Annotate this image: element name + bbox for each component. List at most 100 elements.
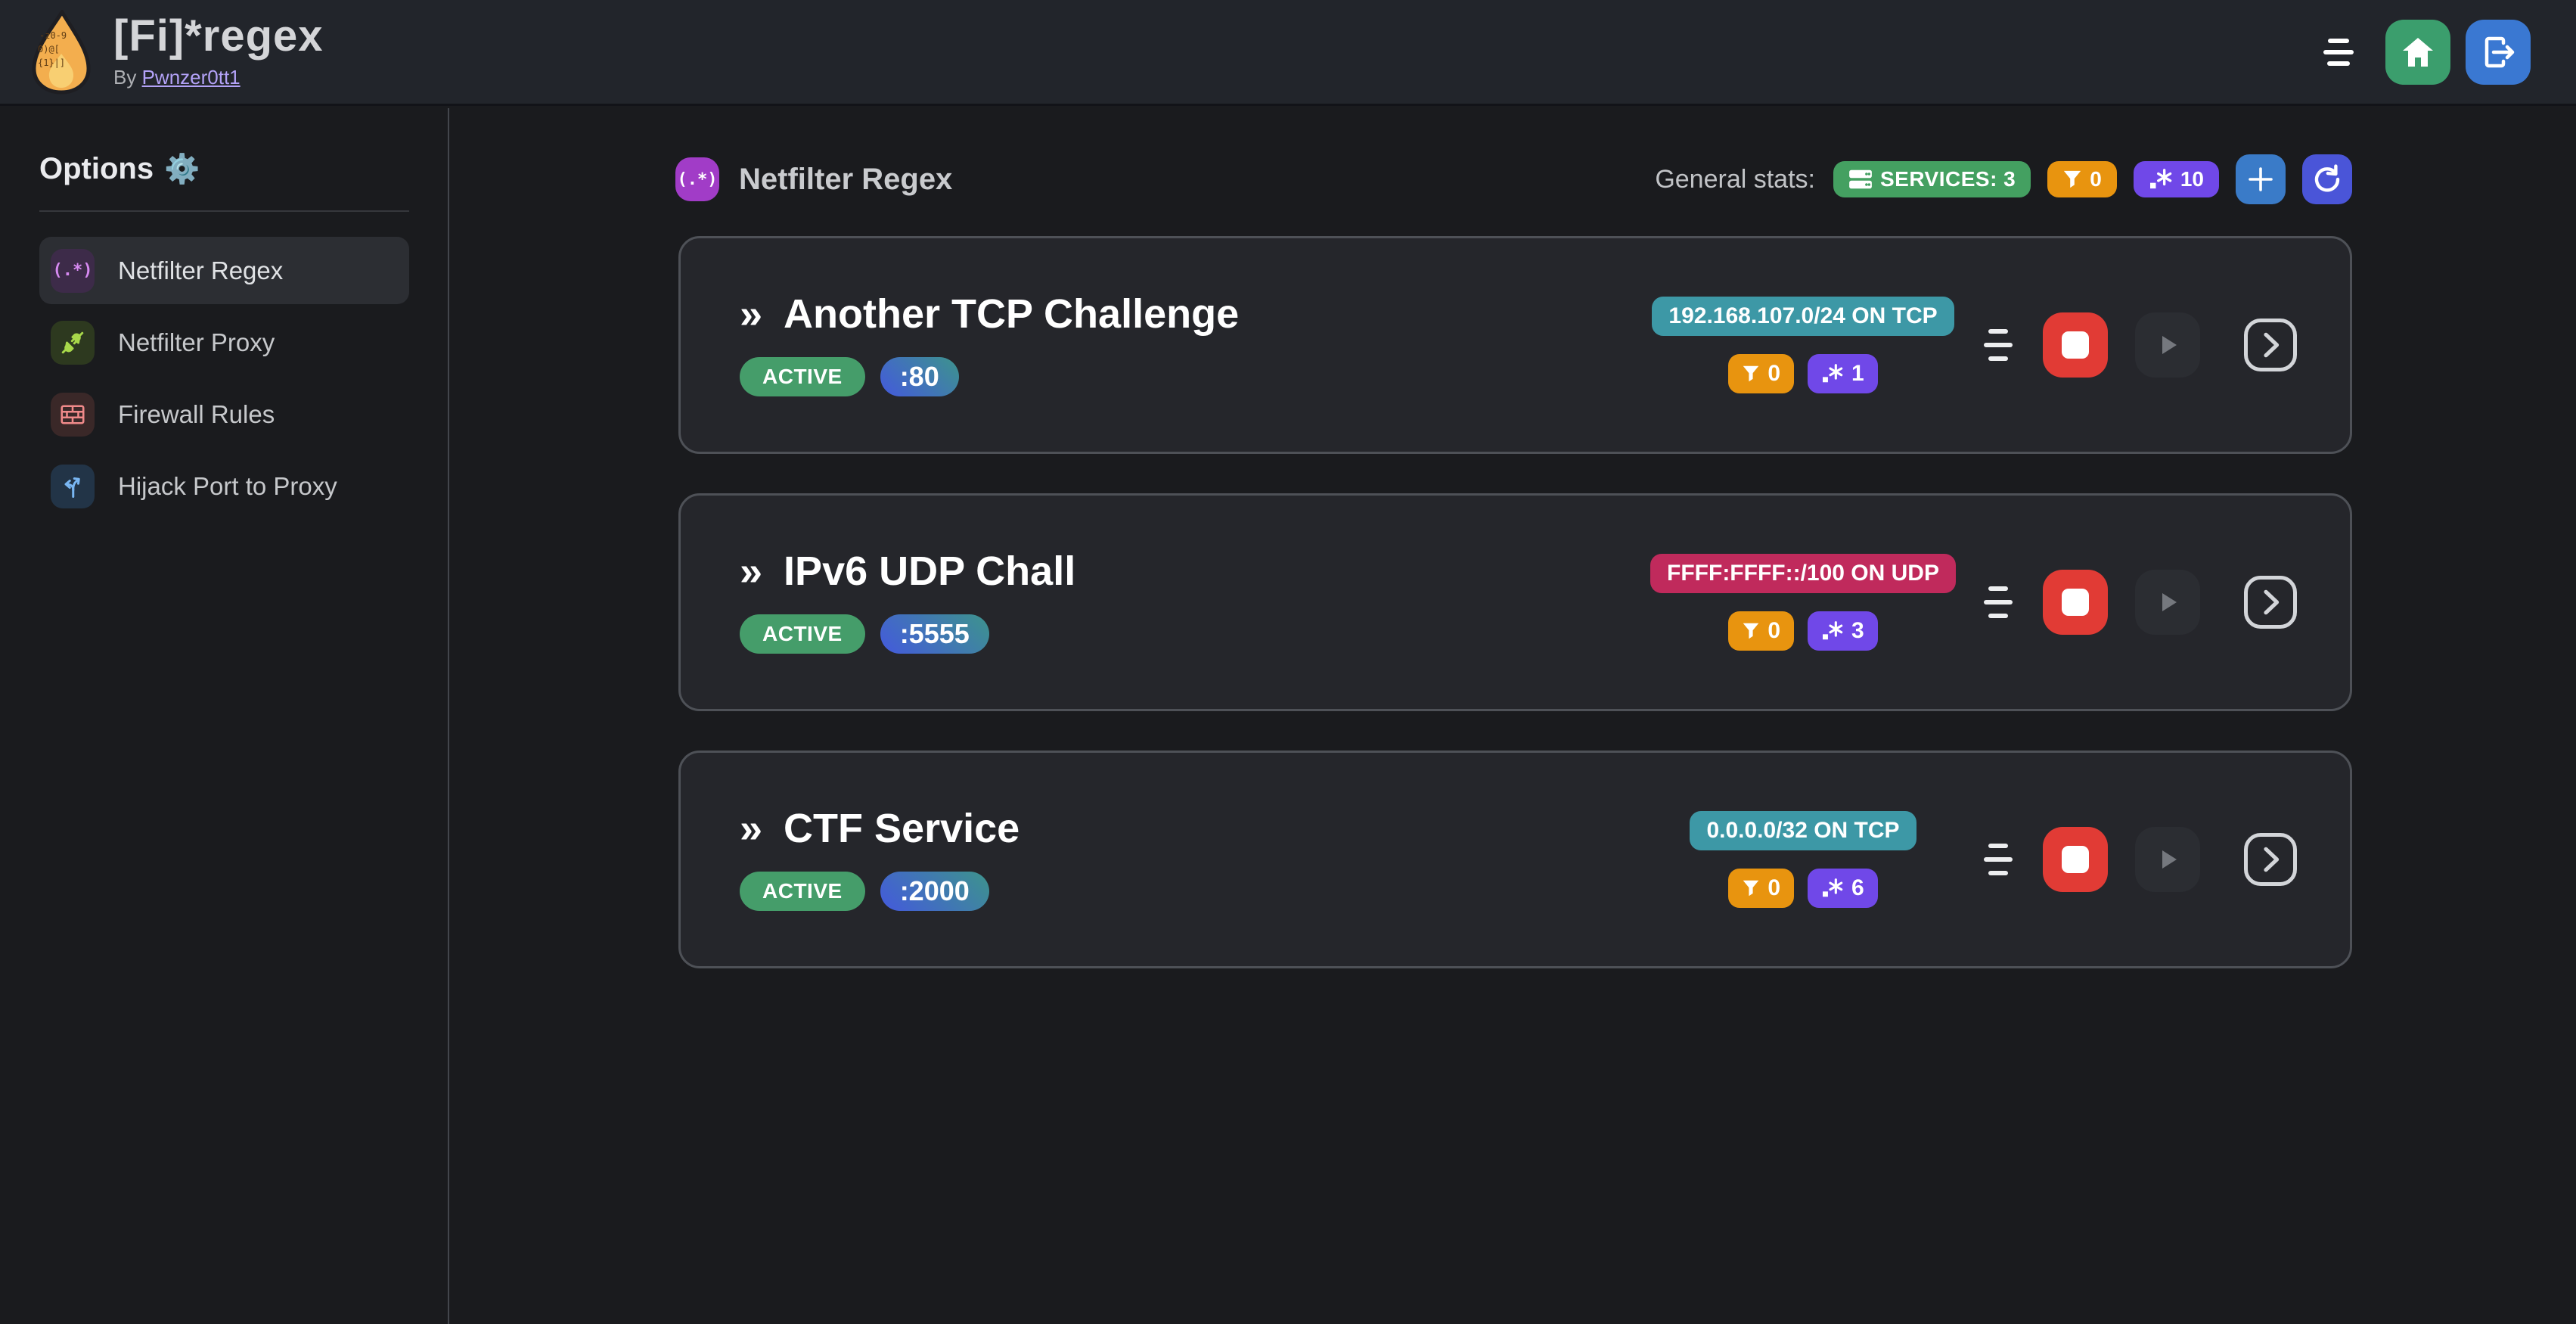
stop-icon <box>2062 331 2089 359</box>
stats-label: General stats: <box>1655 164 1815 194</box>
open-service-button[interactable] <box>2244 576 2297 629</box>
regexes-badge: 1 <box>1808 354 1878 393</box>
port-badge: :80 <box>880 357 959 396</box>
logout-icon <box>2484 36 2515 67</box>
funnel-icon <box>2064 170 2081 188</box>
sidebar-item-hijack-port[interactable]: Hijack Port to Proxy <box>39 452 409 520</box>
service-list: » Another TCP Challenge ACTIVE :80 192.1… <box>678 236 2352 968</box>
regex-glyph-icon <box>1823 878 1843 897</box>
plus-icon <box>2249 167 2273 191</box>
refresh-icon <box>2314 164 2340 192</box>
sidebar-item-label: Firewall Rules <box>118 399 275 428</box>
service-title: CTF Service <box>784 806 1020 851</box>
double-chevron-icon: » <box>740 806 763 851</box>
filters-badge: 0 <box>1728 354 1794 393</box>
filters-badge: 0 <box>1728 869 1794 908</box>
funnel-icon <box>1743 880 1759 897</box>
section-header: (.*) Netfilter Regex General stats: SERV… <box>675 154 2352 204</box>
sidebar-item-label: Hijack Port to Proxy <box>118 471 337 500</box>
section-title: Netfilter Regex <box>739 162 953 196</box>
regex-glyph-icon <box>2149 169 2172 189</box>
target-badge: FFFF:FFFF::/100 ON UDP <box>1650 554 1956 593</box>
server-icon <box>1849 169 1872 189</box>
author-link[interactable]: Pwnzer0tt1 <box>141 66 241 89</box>
play-icon <box>2162 593 2177 611</box>
refresh-button[interactable] <box>2302 154 2352 204</box>
regex-glyph-icon <box>1823 364 1843 383</box>
svg-text:0)@[: 0)@[ <box>38 44 60 54</box>
sidebar-item-firewall-rules[interactable]: Firewall Rules <box>39 381 409 448</box>
options-heading: Options ⚙️ <box>39 152 200 185</box>
menu-icon[interactable] <box>2323 38 2354 66</box>
brick-wall-icon <box>51 392 95 437</box>
sidebar-nav: (.*) Netfilter Regex Netfilter Pro <box>39 237 409 520</box>
service-card: » IPv6 UDP Chall ACTIVE :5555 FFFF:FFFF:… <box>678 493 2352 711</box>
port-badge: :2000 <box>880 872 989 911</box>
stop-button[interactable] <box>2043 570 2108 635</box>
play-icon <box>2162 336 2177 354</box>
filters-badge: 0 <box>1728 611 1794 651</box>
open-service-button[interactable] <box>2244 319 2297 371</box>
target-badge: 192.168.107.0/24 ON TCP <box>1652 297 1954 336</box>
svg-text:-z0-9: -z0-9 <box>39 30 67 41</box>
home-icon <box>2403 37 2433 67</box>
service-card: » Another TCP Challenge ACTIVE :80 192.1… <box>678 236 2352 454</box>
chevron-right-icon <box>2264 847 2280 872</box>
status-badge: ACTIVE <box>740 614 865 654</box>
plug-connected-icon <box>51 320 95 365</box>
chevron-right-icon <box>2264 589 2280 615</box>
play-icon <box>2162 850 2177 869</box>
stop-button[interactable] <box>2043 827 2108 892</box>
filters-count-badge: 0 <box>2047 161 2117 197</box>
sidebar-item-label: Netfilter Proxy <box>118 328 275 356</box>
sidebar: Options ⚙️ (.*) Netfilter Regex <box>0 108 449 1324</box>
stop-button[interactable] <box>2043 312 2108 378</box>
logout-button[interactable] <box>2466 19 2531 85</box>
service-menu-icon[interactable] <box>1984 844 2013 875</box>
service-menu-icon[interactable] <box>1984 586 2013 618</box>
service-menu-icon[interactable] <box>1984 329 2013 361</box>
add-service-button[interactable] <box>2236 154 2286 204</box>
regex-count-badge: 10 <box>2133 161 2219 197</box>
svg-text:{1}|]: {1}|] <box>38 57 65 68</box>
sidebar-divider <box>39 210 409 212</box>
service-card: » CTF Service ACTIVE :2000 0.0.0.0/32 ON… <box>678 751 2352 968</box>
regexes-badge: 6 <box>1808 869 1878 908</box>
status-badge: ACTIVE <box>740 872 865 911</box>
fork-arrows-icon <box>51 464 95 508</box>
regex-glyph-icon <box>1823 621 1843 640</box>
double-chevron-icon: » <box>740 549 763 594</box>
navbar-actions <box>2323 19 2531 85</box>
service-title: IPv6 UDP Chall <box>784 549 1076 594</box>
stop-icon <box>2062 589 2089 616</box>
service-title: Another TCP Challenge <box>784 291 1240 337</box>
stop-icon <box>2062 846 2089 873</box>
sidebar-item-netfilter-regex[interactable]: (.*) Netfilter Regex <box>39 237 409 304</box>
start-button[interactable] <box>2135 312 2200 378</box>
brand: -z0-9 0)@[ {1}|] [Fi]*regex By Pwnzer0tt… <box>29 9 324 95</box>
start-button[interactable] <box>2135 827 2200 892</box>
flame-logo-icon: -z0-9 0)@[ {1}|] <box>32 9 91 95</box>
start-button[interactable] <box>2135 570 2200 635</box>
status-badge: ACTIVE <box>740 357 865 396</box>
main-content: (.*) Netfilter Regex General stats: SERV… <box>451 108 2576 1324</box>
home-button[interactable] <box>2385 19 2450 85</box>
top-navbar: -z0-9 0)@[ {1}|] [Fi]*regex By Pwnzer0tt… <box>0 0 2576 106</box>
funnel-icon <box>1743 623 1759 639</box>
general-stats: General stats: SERVICES: 3 0 <box>1655 154 2352 204</box>
funnel-icon <box>1743 365 1759 382</box>
double-chevron-icon: » <box>740 291 763 337</box>
sidebar-item-netfilter-proxy[interactable]: Netfilter Proxy <box>39 309 409 376</box>
target-badge: 0.0.0.0/32 ON TCP <box>1690 811 1916 850</box>
port-badge: :5555 <box>880 614 989 654</box>
regexes-badge: 3 <box>1808 611 1878 651</box>
app-title: [Fi]*regex <box>113 11 324 61</box>
byline: By Pwnzer0tt1 <box>113 66 241 89</box>
regex-section-icon: (.*) <box>675 157 719 201</box>
sidebar-item-label: Netfilter Regex <box>118 256 284 284</box>
gear-icon: ⚙️ <box>164 152 200 185</box>
regex-icon: (.*) <box>51 248 95 293</box>
chevron-right-icon <box>2264 332 2280 358</box>
open-service-button[interactable] <box>2244 833 2297 886</box>
